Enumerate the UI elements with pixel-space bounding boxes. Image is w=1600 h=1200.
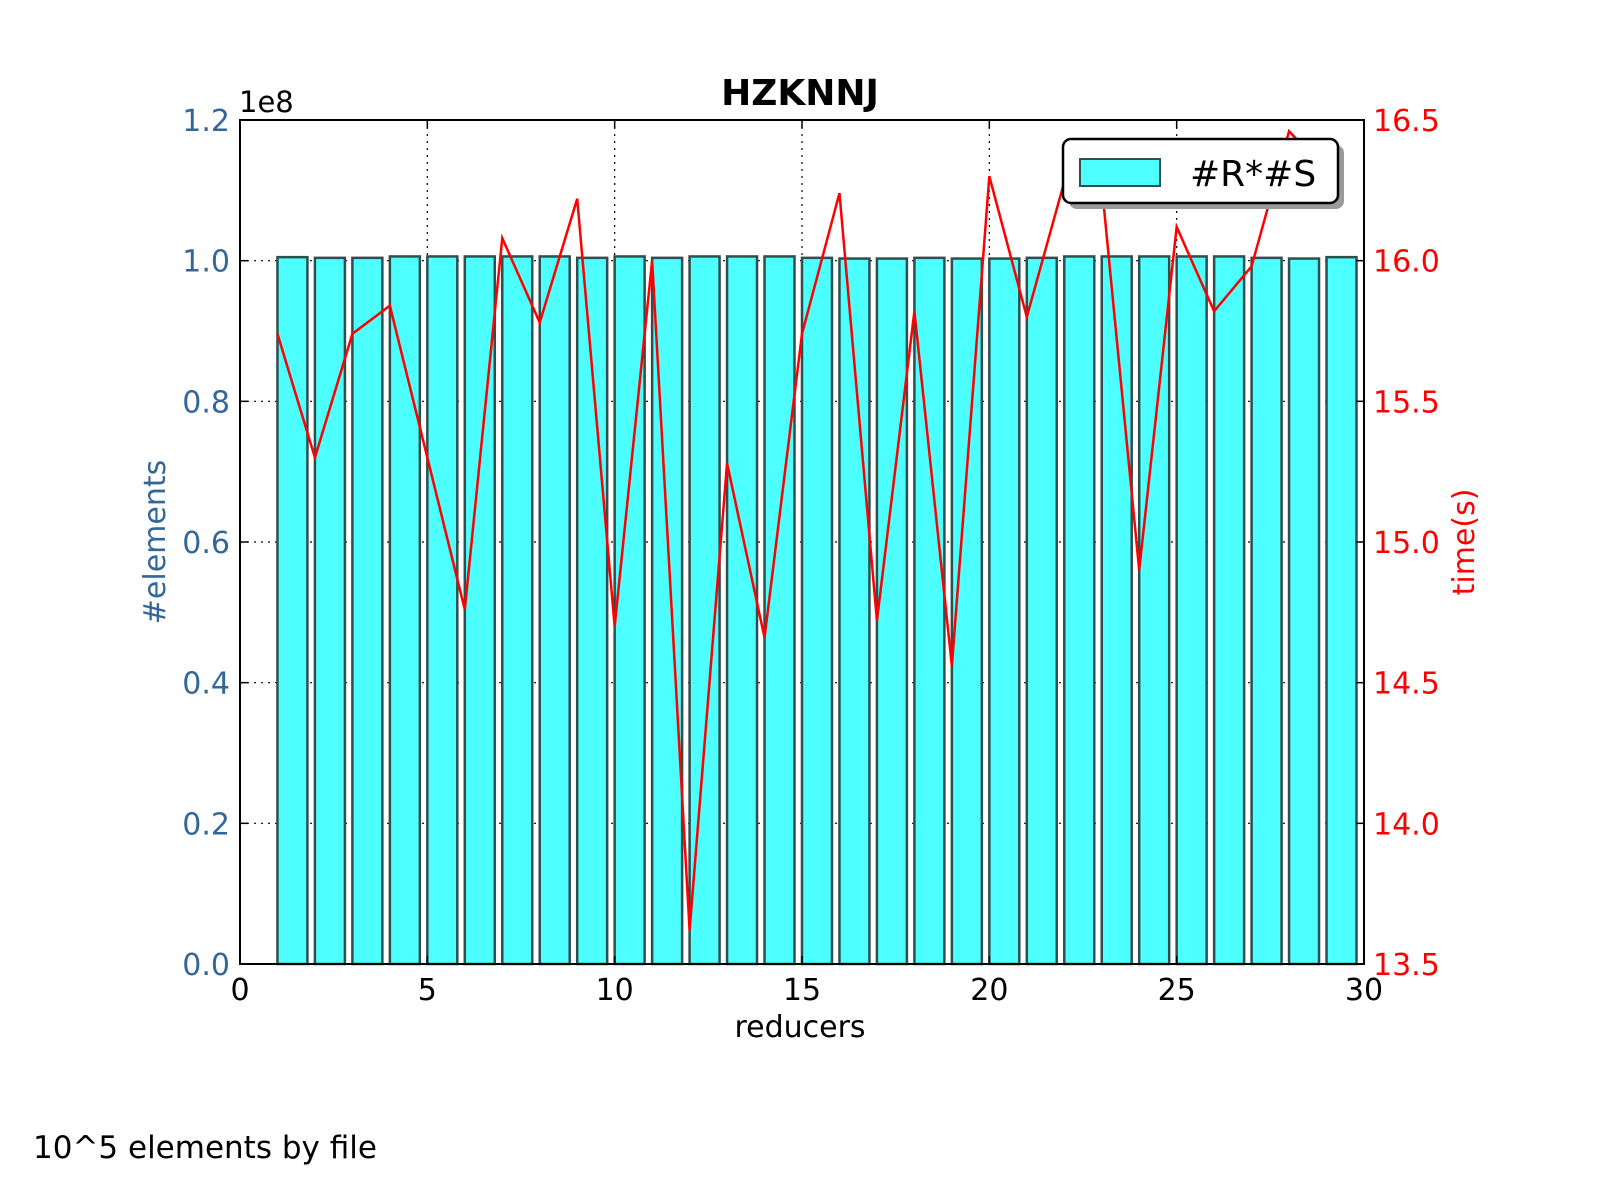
y-tick-label: 0.6 [182, 526, 230, 561]
y-axis-label: #elements [138, 460, 173, 624]
y2-tick-label: 15.0 [1373, 526, 1440, 561]
y-tick-label: 0.4 [182, 667, 230, 702]
bar [315, 258, 345, 964]
y2-tick-label: 13.5 [1373, 948, 1440, 983]
legend: #R*#S [1063, 139, 1344, 209]
x-tick-label: 15 [783, 973, 821, 1008]
y-tick-label: 0.0 [182, 948, 230, 983]
bar [277, 257, 307, 964]
bar [1214, 256, 1244, 964]
bar [427, 256, 457, 964]
y-offset-label: 1e8 [239, 85, 294, 119]
y-tick-label: 1.0 [182, 245, 230, 280]
bar [352, 258, 382, 964]
y-tick-label: 0.2 [182, 807, 230, 842]
x-tick-label: 5 [418, 973, 437, 1008]
y-axis-left: 0.0 0.2 0.4 0.6 0.8 1.0 1.2 [182, 104, 248, 983]
bars [277, 256, 1356, 964]
bar [1289, 259, 1319, 964]
y2-tick-label: 16.0 [1373, 245, 1440, 280]
bar [1177, 256, 1207, 964]
bar [1252, 258, 1282, 964]
y2-tick-label: 15.5 [1373, 385, 1440, 420]
bar [540, 256, 570, 964]
bar [802, 258, 832, 964]
bar [1027, 258, 1057, 964]
bar [1139, 256, 1169, 964]
bar [1102, 256, 1132, 964]
y2-tick-label: 14.0 [1373, 807, 1440, 842]
x-tick-label: 0 [230, 973, 249, 1008]
bar [877, 259, 907, 964]
bar [615, 256, 645, 964]
chart-title: HZKNNJ [721, 73, 879, 114]
y-axis-right: 13.5 14.0 14.5 15.0 15.5 16.0 16.5 [1356, 104, 1440, 983]
legend-swatch [1080, 159, 1160, 186]
footnote: 10^5 elements by file [33, 1130, 377, 1166]
x-tick-label: 25 [1158, 973, 1196, 1008]
bar [1064, 256, 1094, 964]
y-tick-label: 0.8 [182, 385, 230, 420]
y2-axis-label: time(s) [1447, 489, 1482, 596]
y2-tick-label: 16.5 [1373, 104, 1440, 139]
bar [652, 258, 682, 964]
y-tick-label: 1.2 [182, 104, 230, 139]
x-tick-label: 20 [970, 973, 1008, 1008]
legend-label: #R*#S [1190, 154, 1316, 195]
y2-tick-label: 14.5 [1373, 667, 1440, 702]
bar [727, 256, 757, 964]
bar [502, 256, 532, 964]
bar [1327, 257, 1357, 964]
bar [989, 259, 1019, 964]
x-tick-label: 10 [596, 973, 634, 1008]
x-axis-label: reducers [734, 1010, 865, 1045]
